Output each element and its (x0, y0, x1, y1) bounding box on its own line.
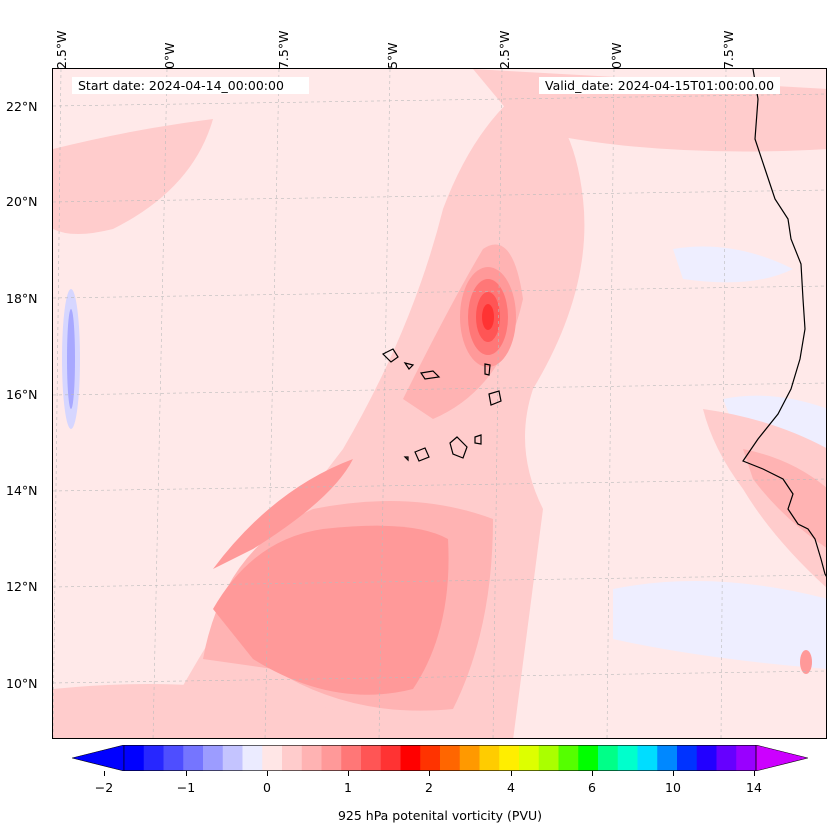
colorbar-tick (267, 771, 268, 776)
pv-band-low (53, 684, 383, 738)
colorbar-segment (637, 745, 658, 771)
map-panel (52, 68, 827, 739)
lat-label-12n: 12°N (6, 579, 38, 594)
lat-label-20n: 20°N (6, 194, 38, 209)
colorbar-border (123, 745, 757, 771)
colorbar-tick (429, 771, 430, 776)
colorbar-segment (499, 745, 520, 771)
colorbar-segment (262, 745, 283, 771)
colorbar-segment (440, 745, 461, 771)
colorbar-over-extension (755, 745, 808, 771)
colorbar-segment (400, 745, 421, 771)
colorbar-segment (716, 745, 737, 771)
lat-label-22n: 22°N (6, 99, 38, 114)
colorbar-segment (538, 745, 559, 771)
colorbar-segment (222, 745, 243, 771)
pv-negative-patch (673, 246, 793, 283)
colorbar-segment (677, 745, 698, 771)
colorbar-segment (558, 745, 579, 771)
pv-coastal-spot (800, 650, 812, 674)
colorbar-segment (420, 745, 441, 771)
colorbar-tick (186, 771, 187, 776)
colorbar-tick-label: 10 (665, 780, 681, 795)
pv-negative-patch (613, 581, 826, 669)
colorbar-tick-label: 4 (507, 780, 515, 795)
colorbar-segment (459, 745, 480, 771)
colorbar-under-extension (72, 745, 125, 771)
colorbar-tick (348, 771, 349, 776)
colorbar-segment (617, 745, 638, 771)
pv-max-core (482, 304, 494, 330)
colorbar-segment (341, 745, 362, 771)
coastline (742, 69, 826, 577)
cape-verde-islands (381, 348, 502, 462)
start-date-label: Start date: 2024-04-14_00:00:00 (72, 77, 309, 94)
pv-band-high (213, 459, 353, 569)
colorbar-segment (143, 745, 164, 771)
colorbar-tick (104, 771, 105, 776)
colorbar-segment (519, 745, 540, 771)
colorbar-segment (380, 745, 401, 771)
colorbar-tick-label: 6 (588, 780, 596, 795)
colorbar-segment (479, 745, 500, 771)
colorbar-tick-label: 2 (425, 780, 433, 795)
colorbar-tick (592, 771, 593, 776)
pv-negative-core (67, 309, 75, 409)
colorbar-tick-label: −1 (176, 780, 196, 795)
colorbar-segment (696, 745, 717, 771)
colorbar-tick (511, 771, 512, 776)
colorbar-tick (754, 771, 755, 776)
colorbar-segment (282, 745, 303, 771)
colorbar-segment (203, 745, 224, 771)
colorbar-segment (578, 745, 599, 771)
colorbar-segment (124, 745, 145, 771)
colorbar-segment (183, 745, 204, 771)
pv-band-low (53, 119, 213, 234)
pv-coastal (743, 449, 826, 548)
lat-label-10n: 10°N (6, 676, 38, 691)
lat-label-14n: 14°N (6, 483, 38, 498)
colorbar-tick (673, 771, 674, 776)
pv-band-low (703, 409, 826, 588)
colorbar-segment (736, 745, 757, 771)
valid-date-label: Valid_date: 2024-04-15T01:00:00.00 (539, 77, 781, 94)
gridlines (53, 69, 826, 738)
colorbar-segment (321, 745, 342, 771)
pv-band-high (213, 525, 449, 695)
colorbar-tick-label: 14 (746, 780, 762, 795)
colorbar-segment (163, 745, 184, 771)
colorbar-segment (657, 745, 678, 771)
colorbar-segment (598, 745, 619, 771)
lat-label-16n: 16°N (6, 387, 38, 402)
colorbar-label: 925 hPa potenital vorticity (PVU) (337, 808, 543, 823)
colorbar-segment (301, 745, 322, 771)
colorbar-segment (361, 745, 382, 771)
colorbar-segment (242, 745, 263, 771)
colorbar-tick-label: −2 (94, 780, 114, 795)
colorbar-tick-label: 1 (344, 780, 352, 795)
pv-field (53, 69, 826, 738)
colorbar (72, 745, 808, 771)
colorbar-tick-label: 0 (263, 780, 271, 795)
lat-label-18n: 18°N (6, 291, 38, 306)
